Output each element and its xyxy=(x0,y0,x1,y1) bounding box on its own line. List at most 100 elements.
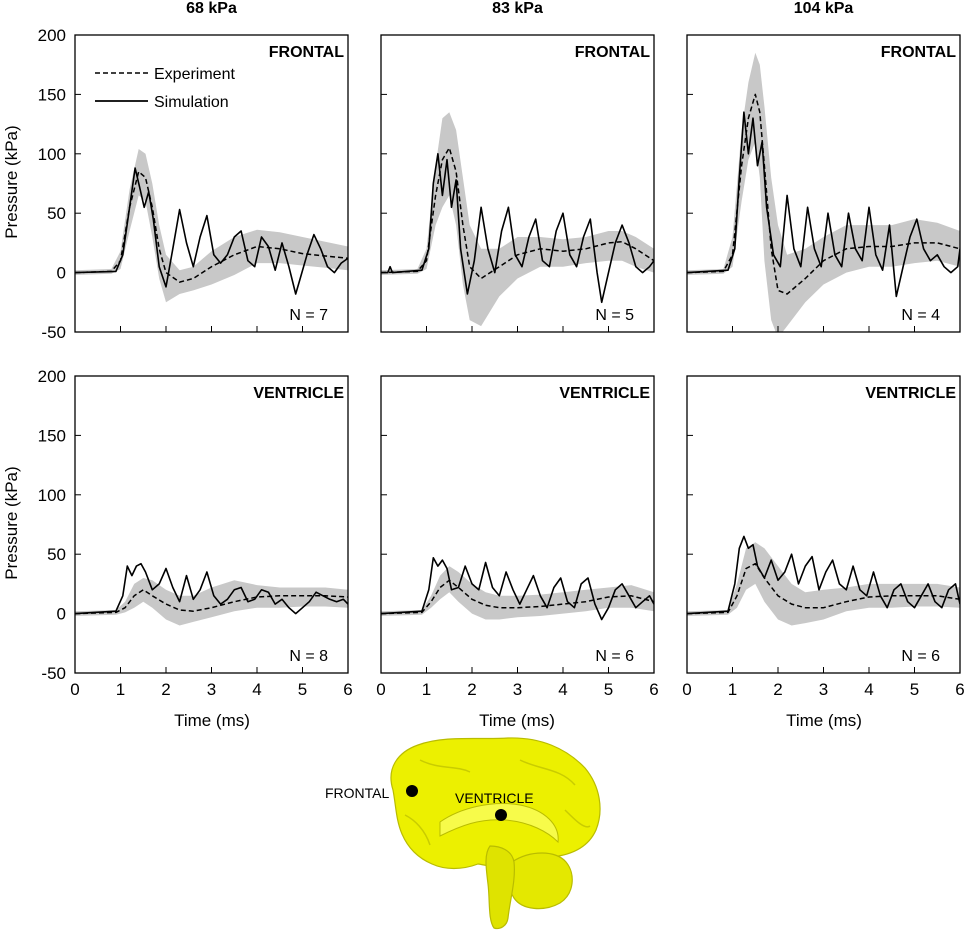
region-label: VENTRICLE xyxy=(559,385,650,402)
column-title: 104 kPa xyxy=(794,0,854,17)
x-tick-label: 4 xyxy=(864,680,873,699)
y-tick-label: 50 xyxy=(47,204,66,223)
y-tick-label: 50 xyxy=(47,545,66,564)
experiment-line xyxy=(687,562,960,615)
x-axis-label-col3: Time (ms) xyxy=(786,711,862,730)
region-label: FRONTAL xyxy=(269,44,344,61)
x-tick-label: 1 xyxy=(116,680,125,699)
frontal-marker-label: FRONTAL xyxy=(325,785,390,801)
simulation-line xyxy=(687,111,960,298)
region-label: VENTRICLE xyxy=(253,385,344,402)
plot-area xyxy=(381,112,654,327)
experiment-line xyxy=(381,147,654,280)
legend-simulation-label: Simulation xyxy=(154,94,229,111)
brain-cerebellum xyxy=(507,852,573,910)
x-tick-label: 0 xyxy=(682,680,691,699)
panel-ventricle-3: 0 1 2 3 4 5 6 VENTRICLE N = 6 xyxy=(682,375,965,699)
x-tick-label: 6 xyxy=(343,680,352,699)
experiment-range-band xyxy=(75,578,348,626)
x-tick-label: 2 xyxy=(467,680,476,699)
legend-experiment-label: Experiment xyxy=(154,66,235,83)
ventricle-marker-label: VENTRICLE xyxy=(455,790,534,806)
x-axis-label-col2: Time (ms) xyxy=(479,711,555,730)
plot-area xyxy=(75,562,348,626)
x-tick-label: 4 xyxy=(558,680,567,699)
ventricle-marker xyxy=(495,809,507,821)
legend: Experiment Simulation xyxy=(95,66,235,111)
plot-frame xyxy=(686,34,961,333)
x-tick-label: 6 xyxy=(649,680,658,699)
y-tick-label: 150 xyxy=(38,85,66,104)
sample-size-label: N = 6 xyxy=(901,648,940,665)
brain-fold-1 xyxy=(419,759,471,773)
y-tick-label: 100 xyxy=(38,486,66,505)
y-tick-label: 200 xyxy=(38,367,66,386)
column-title: 68 kPa xyxy=(186,0,237,17)
x-tick-label: 3 xyxy=(207,680,216,699)
x-tick-label: 0 xyxy=(70,680,79,699)
y-tick-label: 200 xyxy=(38,26,66,45)
brain-fold-3 xyxy=(404,814,431,846)
y-axis-label-bottom: Pressure (kPa) xyxy=(2,466,21,579)
column-title: 83 kPa xyxy=(492,0,543,17)
simulation-line xyxy=(381,557,654,621)
x-axis-label-col1: Time (ms) xyxy=(174,711,250,730)
simulation-line xyxy=(75,562,348,615)
plot-frame xyxy=(686,375,961,674)
experiment-range-band xyxy=(381,112,654,327)
x-tick-label: 5 xyxy=(298,680,307,699)
sample-size-label: N = 5 xyxy=(595,307,634,324)
sample-size-label: N = 4 xyxy=(901,307,940,324)
panel-ventricle-2: 0 1 2 3 4 5 6 VENTRICLE N = 6 xyxy=(376,375,659,699)
plot-frame xyxy=(74,375,349,674)
x-tick-label: 1 xyxy=(728,680,737,699)
y-tick-label: 100 xyxy=(38,145,66,164)
panel-frontal-2: FRONTAL N = 5 83 kPa xyxy=(380,0,655,333)
x-tick-label: 1 xyxy=(422,680,431,699)
experiment-line xyxy=(75,589,348,615)
brain-corpus-callosum xyxy=(439,803,559,844)
x-tick-label: 3 xyxy=(513,680,522,699)
x-tick-label: 4 xyxy=(252,680,261,699)
panel-frontal-1: -50 0 50 100 150 200 FRONTAL N = 7 68 kPa xyxy=(38,0,349,342)
brain-fold-4 xyxy=(564,809,591,828)
frontal-marker xyxy=(406,785,418,797)
region-label: VENTRICLE xyxy=(865,385,956,402)
simulation-line xyxy=(381,153,654,304)
y-tick-label: 0 xyxy=(57,605,66,624)
experiment-line xyxy=(381,579,654,615)
y-tick-label: 0 xyxy=(57,264,66,283)
x-tick-label: 2 xyxy=(773,680,782,699)
panel-frontal-3: FRONTAL N = 4 104 kPa xyxy=(686,0,961,333)
plot-area xyxy=(381,557,654,621)
sample-size-label: N = 8 xyxy=(289,648,328,665)
brain-illustration: FRONTAL VENTRICLE xyxy=(325,737,601,930)
x-tick-label: 2 xyxy=(161,680,170,699)
x-tick-label: 3 xyxy=(819,680,828,699)
y-tick-label: 150 xyxy=(38,426,66,445)
x-tick-label: 6 xyxy=(955,680,964,699)
plot-frame xyxy=(380,375,655,674)
simulation-line xyxy=(687,535,960,615)
brain-stem xyxy=(485,845,515,930)
x-tick-label: 0 xyxy=(376,680,385,699)
y-tick-label: -50 xyxy=(41,664,66,683)
sample-size-label: N = 6 xyxy=(595,648,634,665)
plot-area xyxy=(687,535,960,626)
region-label: FRONTAL xyxy=(881,44,956,61)
sample-size-label: N = 7 xyxy=(289,307,328,324)
experiment-range-band xyxy=(75,149,348,303)
brain-fold-2 xyxy=(519,759,576,786)
y-axis-label-top: Pressure (kPa) xyxy=(2,125,21,238)
y-tick-label: -50 xyxy=(41,323,66,342)
plot-area xyxy=(687,52,960,332)
plot-frame xyxy=(380,34,655,333)
experiment-range-band xyxy=(687,52,960,332)
region-label: FRONTAL xyxy=(575,44,650,61)
x-tick-label: 5 xyxy=(604,680,613,699)
x-tick-label: 5 xyxy=(910,680,919,699)
simulation-line xyxy=(75,167,348,295)
